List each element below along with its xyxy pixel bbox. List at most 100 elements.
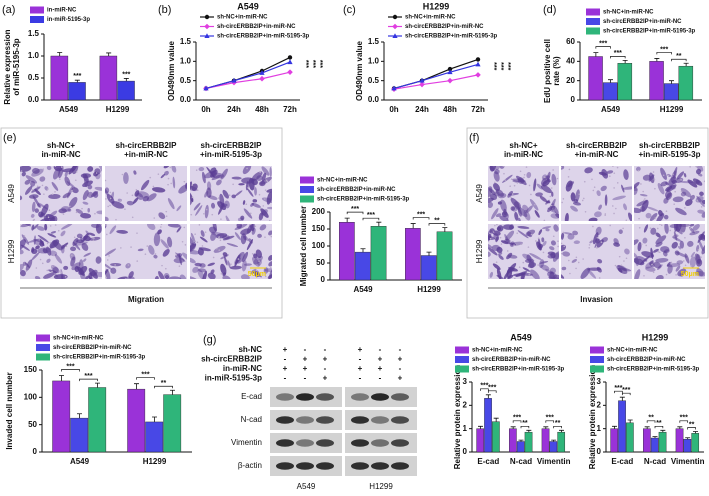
significance-bracket — [412, 217, 430, 220]
point — [231, 77, 237, 83]
cell — [522, 267, 531, 272]
cell — [68, 166, 78, 175]
panel-label: (a) — [2, 4, 15, 16]
cell — [665, 181, 669, 186]
cell — [20, 248, 24, 255]
cell — [140, 179, 150, 191]
cell — [491, 208, 499, 220]
column-header: sh-NC+ — [509, 141, 538, 150]
significance: *** — [680, 415, 688, 422]
pore — [609, 175, 611, 177]
pore — [582, 197, 585, 200]
y-axis-label: Migrated cell number — [299, 206, 308, 286]
pore — [144, 253, 147, 256]
significance-bracket — [656, 52, 672, 55]
cell — [83, 252, 92, 257]
pore — [658, 251, 661, 254]
pore — [130, 246, 132, 248]
cell — [182, 252, 187, 262]
condition-sign: - — [379, 345, 382, 354]
micrograph — [634, 166, 705, 221]
pore — [640, 243, 643, 246]
cell — [137, 248, 144, 252]
pore — [694, 230, 696, 232]
pore — [169, 166, 172, 169]
cell — [80, 236, 84, 243]
cell — [679, 224, 690, 228]
pore — [652, 171, 655, 173]
significance: *** — [488, 385, 496, 392]
cell — [689, 256, 697, 268]
pore — [136, 232, 138, 234]
significance-bracket — [553, 425, 562, 429]
cell — [684, 199, 693, 206]
micrograph — [190, 224, 272, 279]
pore — [60, 271, 63, 274]
cell — [680, 224, 686, 233]
cell — [498, 252, 503, 256]
cell — [529, 253, 542, 261]
pore — [537, 237, 540, 240]
cell — [687, 179, 698, 188]
y-tick-label: 40 — [566, 56, 575, 65]
condition-sign: + — [398, 374, 403, 383]
pore — [638, 226, 641, 229]
pore — [175, 253, 178, 256]
cell — [655, 232, 661, 238]
pore — [623, 260, 625, 262]
x-tick-label: 24h — [227, 105, 241, 114]
pore — [131, 194, 134, 197]
y-tick-label: 0 — [321, 275, 326, 284]
point — [259, 70, 265, 75]
band — [391, 416, 409, 424]
cell — [662, 251, 668, 257]
cell — [153, 232, 161, 247]
band — [371, 393, 389, 401]
pore — [612, 166, 614, 167]
cell — [656, 213, 665, 221]
cell — [21, 234, 30, 245]
pore — [194, 240, 197, 243]
cell — [530, 269, 540, 279]
cell — [238, 183, 245, 186]
pore — [270, 235, 272, 238]
pore — [556, 177, 559, 180]
pore — [68, 205, 71, 208]
pore — [667, 174, 670, 177]
cell — [667, 264, 673, 274]
cell — [147, 224, 156, 231]
pore — [106, 259, 109, 261]
cell — [190, 249, 200, 255]
band — [371, 462, 389, 470]
significance-bracket — [614, 390, 623, 394]
cell — [580, 267, 591, 279]
condition-sign: - — [284, 374, 287, 383]
cell — [252, 199, 258, 203]
pore — [249, 224, 252, 226]
cell — [510, 206, 516, 211]
cell — [639, 206, 645, 212]
y-tick-label: 150 — [24, 365, 38, 374]
pore — [60, 166, 63, 168]
column-header: +in-miR-NC — [575, 150, 619, 159]
cell — [672, 196, 684, 203]
cell — [698, 239, 704, 252]
cell — [677, 268, 687, 277]
pore — [669, 229, 672, 232]
cell — [231, 194, 236, 199]
pore — [620, 264, 623, 267]
cell — [190, 276, 199, 279]
point — [475, 57, 481, 62]
cell — [617, 264, 628, 271]
pore — [528, 184, 531, 187]
pore — [522, 261, 525, 264]
pore — [71, 254, 73, 257]
condition-sign: - — [399, 364, 402, 373]
cell — [23, 224, 32, 227]
pore — [653, 178, 656, 181]
pore — [654, 187, 656, 190]
cell — [534, 210, 540, 218]
band — [351, 462, 369, 470]
cell — [75, 208, 84, 214]
pore — [584, 210, 587, 213]
